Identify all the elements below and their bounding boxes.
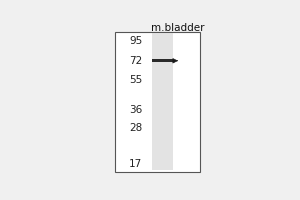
Text: 17: 17 xyxy=(129,159,142,169)
Text: m.bladder: m.bladder xyxy=(152,23,205,33)
Text: 95: 95 xyxy=(129,36,142,46)
Bar xyxy=(115,32,200,172)
Text: 28: 28 xyxy=(129,123,142,133)
Text: 36: 36 xyxy=(129,105,142,115)
Bar xyxy=(152,59,173,62)
Text: 72: 72 xyxy=(129,56,142,66)
Text: 55: 55 xyxy=(129,75,142,85)
Bar xyxy=(152,33,173,170)
